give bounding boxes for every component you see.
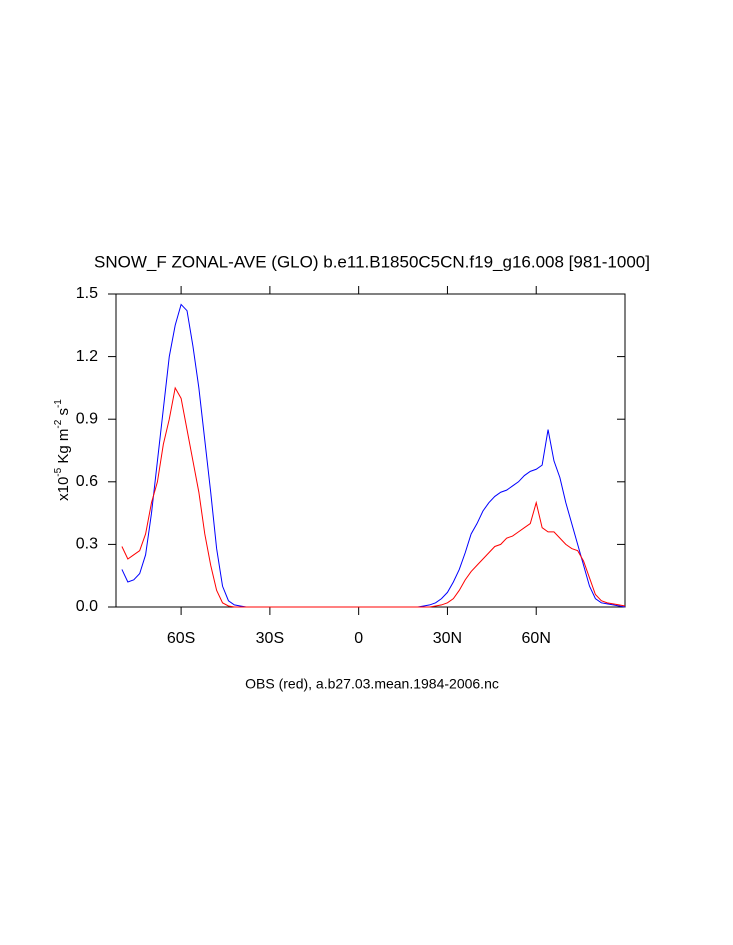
x-tick-label: 30S	[256, 630, 284, 647]
x-tick-label: 60N	[522, 630, 551, 647]
y-label-part: -1	[53, 399, 64, 408]
y-label-part: s	[55, 408, 72, 420]
y-label-part: -5	[53, 467, 64, 476]
y-axis-label: x10-5 Kg m-2 s-1	[53, 399, 72, 501]
y-tick-label: 1.5	[76, 285, 98, 302]
x-tick-label: 30N	[433, 630, 462, 647]
y-label-part: Kg m	[55, 429, 72, 468]
y-tick-label: 0.9	[76, 410, 98, 427]
chart-subtitle: OBS (red), a.b27.03.mean.1984-2006.nc	[245, 676, 499, 692]
series-line	[121, 386, 626, 608]
y-tick-label: 0.6	[76, 473, 98, 490]
y-label-part: -2	[53, 419, 64, 428]
y-tick-label: 0.3	[76, 536, 98, 553]
series-line	[121, 303, 626, 608]
chart-title: SNOW_F ZONAL-AVE (GLO) b.e11.B1850C5CN.f…	[94, 252, 650, 271]
y-tick-label: 1.2	[76, 348, 98, 365]
x-tick-label: 60S	[167, 630, 195, 647]
x-tick-label: 0	[354, 630, 363, 647]
y-tick-label: 0.0	[76, 598, 98, 615]
y-label-part: x10	[55, 477, 72, 501]
